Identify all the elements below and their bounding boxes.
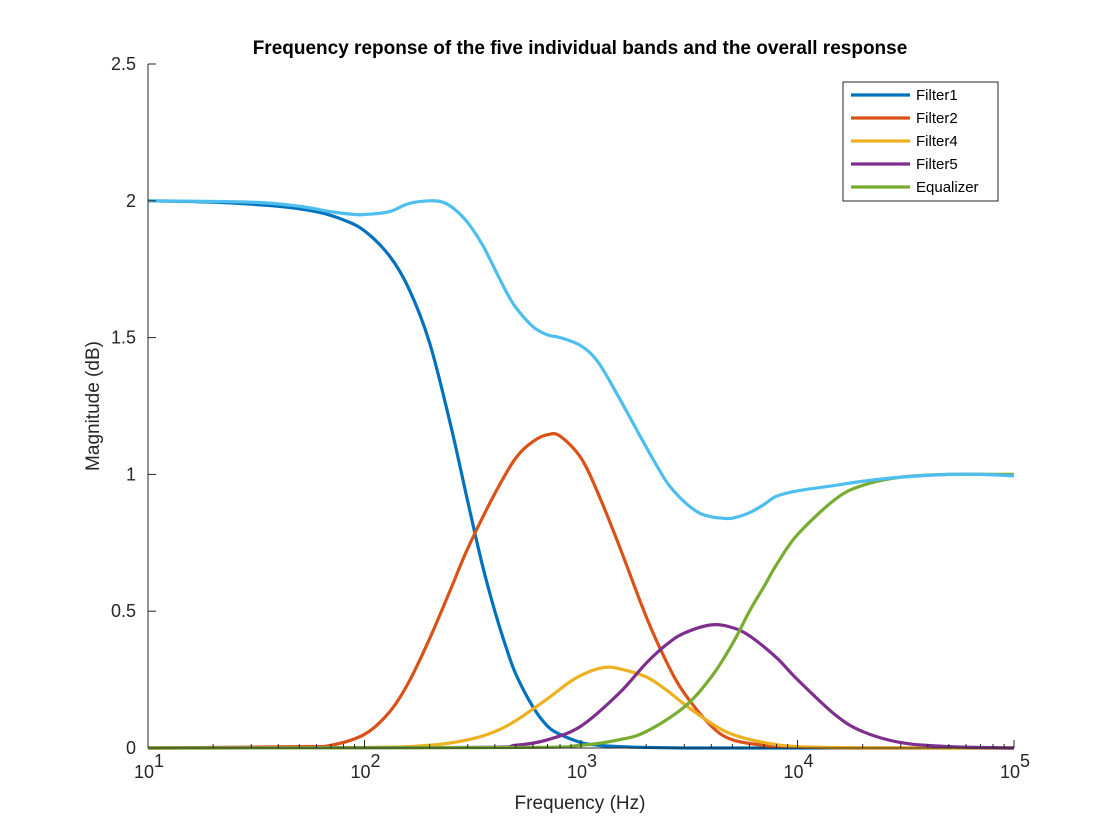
x-tick-label: 10 <box>350 762 370 782</box>
x-tick-label: 10 <box>1000 762 1020 782</box>
x-tick-exponent: 3 <box>587 751 597 771</box>
y-ticks: 0 0.5 1 1.5 2 2.5 <box>111 54 156 758</box>
series-line-filter2 <box>147 432 1015 750</box>
y-tick-label: 0 <box>126 738 136 758</box>
legend-label-filter5: Filter5 <box>916 156 958 173</box>
y-tick-label: 1.5 <box>111 328 136 348</box>
series-line-filter4 <box>147 665 1015 750</box>
x-tick-exponent: 5 <box>1020 751 1030 771</box>
series-line-filter5 <box>147 623 1015 750</box>
series-line-6 <box>147 199 1015 521</box>
x-tick-label: 10 <box>134 762 154 782</box>
legend-label-filter2: Filter2 <box>916 110 958 127</box>
legend-label-equalizer: Equalizer <box>916 179 979 196</box>
series-line-filter1 <box>147 199 1015 750</box>
legend-label-filter4: Filter4 <box>916 133 958 150</box>
legend-label-filter1: Filter1 <box>916 87 958 104</box>
y-tick-label: 1 <box>126 464 136 484</box>
series-line-equalizer <box>147 472 1015 750</box>
x-tick-exponent: 1 <box>154 751 164 771</box>
y-tick-label: 2.5 <box>111 54 136 74</box>
chart-title: Frequency reponse of the five individual… <box>253 38 908 59</box>
legend: Filter1 Filter2 Filter4 Filter5 Equalizer <box>842 81 999 202</box>
y-axis-label: Magnitude (dB) <box>83 341 104 471</box>
x-tick-label: 10 <box>567 762 587 782</box>
y-tick-label: 0.5 <box>111 601 136 621</box>
x-tick-label: 10 <box>783 762 803 782</box>
y-tick-label: 2 <box>126 191 136 211</box>
series-group <box>147 199 1015 750</box>
x-tick-exponent: 2 <box>370 751 380 771</box>
x-axis-label: Frequency (Hz) <box>515 793 646 814</box>
x-tick-exponent: 4 <box>803 751 813 771</box>
